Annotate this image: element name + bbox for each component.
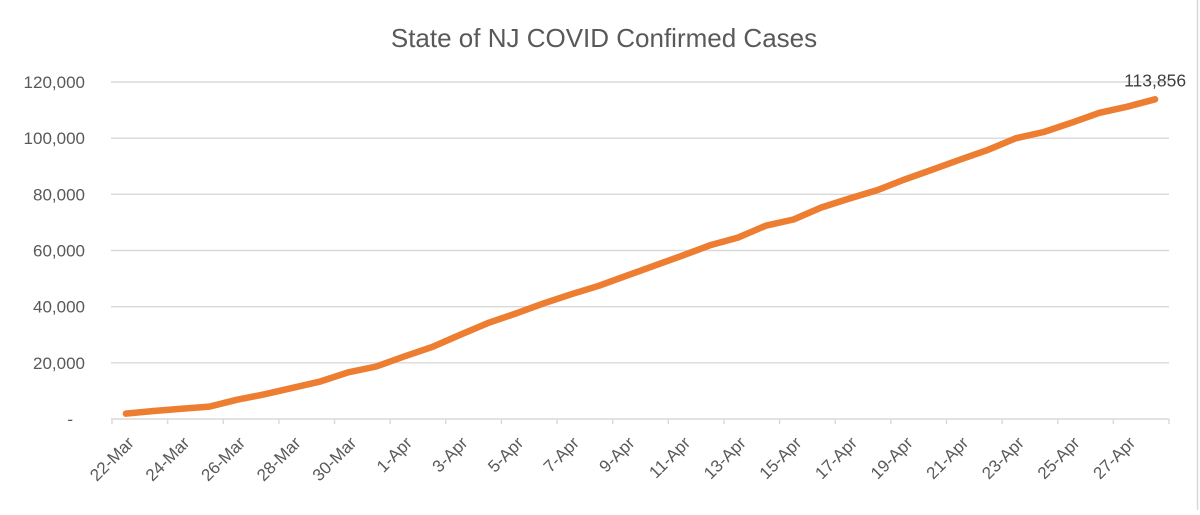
x-axis-label: 9-Apr [596, 433, 639, 476]
gridlines [111, 81, 1169, 364]
x-axis-label: 28-Mar [253, 433, 305, 485]
y-axis-label: - [67, 410, 73, 429]
y-axis-labels: - 20,000 40,000 60,000 80,000 100,000 120,000 [24, 73, 85, 429]
x-axis-label: 30-Mar [309, 433, 361, 485]
x-axis-label: 11-Apr [645, 433, 694, 482]
x-axis-label: 1-Apr [373, 433, 416, 476]
y-axis-label: 120,000 [24, 73, 85, 92]
series-line [122, 96, 1159, 417]
y-axis-label: 60,000 [33, 242, 85, 261]
x-axis-label: 13-Apr [700, 433, 750, 483]
x-axis-label: 24-Mar [142, 433, 194, 485]
x-axis-label: 25-Apr [1034, 433, 1084, 483]
x-axis-label: 27-Apr [1090, 433, 1140, 483]
data-label-last-point: 113,856 [1124, 70, 1186, 90]
y-axis-label: 100,000 [24, 129, 85, 148]
x-axis-labels: 22-Mar 24-Mar 26-Mar 28-Mar 30-Mar 1-Apr 3-Apr… [86, 433, 1139, 485]
x-axis-label: 7-Apr [540, 433, 583, 476]
x-axis-label: 15-Apr [756, 433, 806, 483]
y-axis-label: 40,000 [33, 298, 85, 317]
x-axis-label: 5-Apr [484, 433, 527, 476]
x-axis-label: 21-Apr [923, 433, 973, 483]
x-axis-label: 19-Apr [867, 433, 917, 483]
chart-title: State of NJ COVID Confirmed Cases [391, 23, 817, 53]
y-axis-label: 20,000 [33, 354, 85, 373]
x-axis-label: 26-Mar [197, 433, 249, 485]
x-axis-label: 17-Apr [811, 433, 861, 483]
x-axis-label: 23-Apr [978, 433, 1028, 483]
x-axis [111, 418, 1170, 424]
y-axis-label: 80,000 [33, 185, 85, 204]
x-axis-label: 3-Apr [429, 433, 472, 476]
data-series [122, 96, 1159, 417]
x-axis-label: 22-Mar [86, 433, 138, 485]
